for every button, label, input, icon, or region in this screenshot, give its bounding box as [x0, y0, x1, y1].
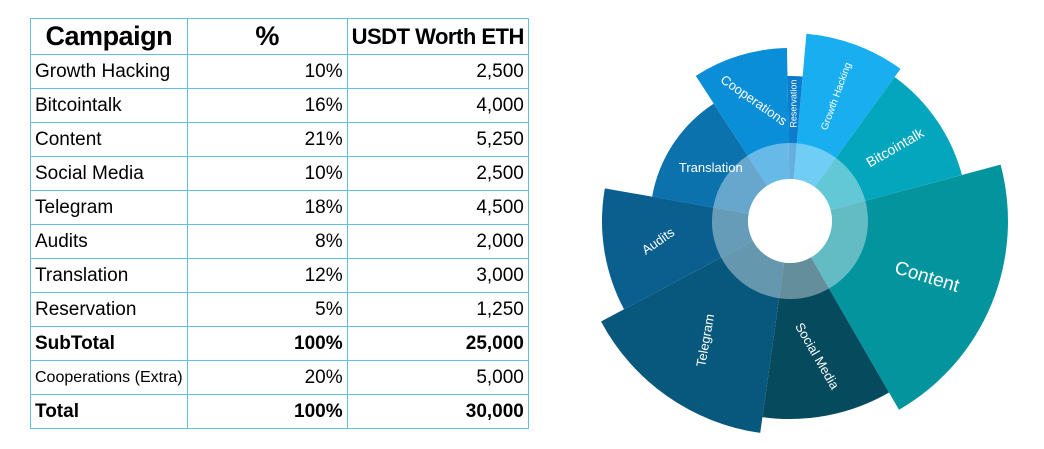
table-row: Bitcointalk 16% 4,000 — [30, 88, 529, 123]
cell-campaign: Content — [30, 122, 188, 157]
cell-percent: 21% — [186, 122, 348, 157]
cell-percent: 20% — [186, 360, 348, 395]
inner-ring-content — [811, 200, 868, 289]
cell-percent: 18% — [186, 190, 348, 225]
center-hole — [748, 179, 832, 263]
table-row: Translation 12% 3,000 — [30, 258, 529, 293]
inner-ring-translation — [713, 155, 768, 214]
slice-label-reservation: Reservation — [788, 80, 798, 128]
cell-usdt: 25,000 — [346, 326, 529, 361]
table-header-row: Campaign % USDT Worth ETH — [30, 18, 529, 55]
slice-cooperations — [695, 48, 790, 186]
table-row: Content 21% 5,250 — [30, 122, 529, 157]
cell-campaign: Reservation — [30, 292, 188, 327]
cell-usdt: 4,000 — [346, 88, 529, 123]
inner-ring-bitcointalk — [814, 157, 866, 211]
cell-percent: 10% — [186, 156, 348, 191]
col-header-usdt: USDT Worth ETH — [346, 18, 529, 55]
table-row: Audits 8% 2,000 — [30, 224, 529, 259]
cell-usdt: 2,500 — [346, 156, 529, 191]
table-row: Cooperations (Extra) 20% 5,000 — [30, 360, 529, 395]
table-row: Growth Hacking 10% 2,500 — [30, 54, 529, 89]
cell-percent: 5% — [186, 292, 348, 327]
cell-usdt: 4,500 — [346, 190, 529, 225]
cell-percent: 8% — [186, 224, 348, 259]
cell-usdt: 2,500 — [346, 54, 529, 89]
cell-usdt: 5,250 — [346, 122, 529, 157]
cell-campaign: Growth Hacking — [30, 54, 188, 89]
campaign-table: Campaign % USDT Worth ETH Growth Hacking… — [30, 18, 529, 429]
inner-ring-reservation — [788, 143, 797, 180]
slice-bitcointalk — [814, 76, 962, 211]
slice-telegram — [601, 240, 785, 433]
slice-label-translation: Translation — [679, 160, 743, 175]
cell-campaign: Total — [30, 394, 188, 429]
cell-campaign: Telegram — [30, 190, 188, 225]
inner-ring-audits — [712, 207, 753, 258]
slice-content — [811, 164, 1008, 410]
cell-campaign: Audits — [30, 224, 188, 259]
table-row: SubTotal 100% 25,000 — [30, 326, 529, 361]
col-header-campaign: Campaign — [30, 18, 188, 55]
col-header-percent: % — [186, 18, 348, 55]
cell-percent: 100% — [186, 326, 348, 361]
inner-ring-growth-hacking — [793, 143, 836, 188]
slice-audits — [602, 188, 753, 310]
cell-campaign: Bitcointalk — [30, 88, 188, 123]
cell-campaign: Cooperations (Extra) — [30, 360, 188, 395]
cell-campaign: Social Media — [30, 156, 188, 191]
cell-campaign: SubTotal — [30, 326, 188, 361]
table-row: Social Media 10% 2,500 — [30, 156, 529, 191]
cell-usdt: 30,000 — [346, 394, 529, 429]
slice-translation — [652, 103, 768, 214]
cell-usdt: 5,000 — [346, 360, 529, 395]
table-row: Total 100% 30,000 — [30, 394, 529, 429]
slice-reservation — [787, 76, 803, 180]
cell-percent: 16% — [186, 88, 348, 123]
cell-usdt: 2,000 — [346, 224, 529, 259]
cell-usdt: 1,250 — [346, 292, 529, 327]
table-row: Telegram 18% 4,500 — [30, 190, 529, 225]
slice-social-media — [762, 257, 889, 420]
cell-usdt: 3,000 — [346, 258, 529, 293]
table-row: Reservation 5% 1,250 — [30, 292, 529, 327]
inner-ring-social-media — [779, 257, 829, 299]
cell-campaign: Translation — [30, 258, 188, 293]
slice-growth-hacking — [793, 33, 901, 188]
cell-percent: 100% — [186, 394, 348, 429]
inner-ring-cooperations — [747, 143, 790, 186]
cell-percent: 10% — [186, 54, 348, 89]
cell-percent: 12% — [186, 258, 348, 293]
inner-ring-telegram — [721, 240, 785, 299]
